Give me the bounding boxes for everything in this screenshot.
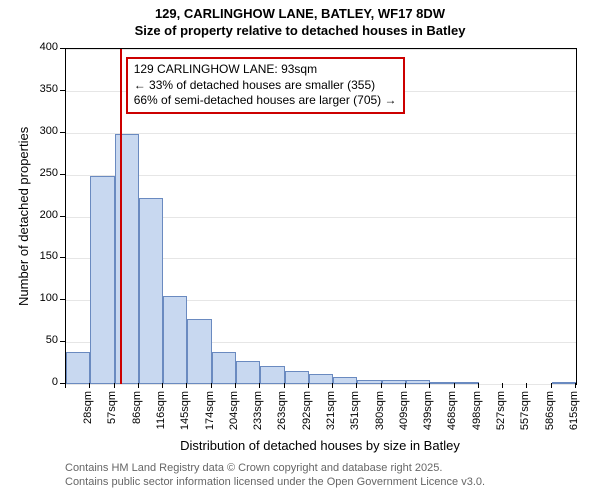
histogram-bar (187, 319, 211, 384)
x-tick-label: 351sqm (349, 391, 361, 436)
y-tick-label: 0 (30, 376, 58, 388)
x-tick-label: 57sqm (106, 391, 118, 436)
y-tick-mark (60, 174, 65, 175)
annotation-line1: 129 CARLINGHOW LANE: 93sqm (134, 62, 397, 78)
x-axis-label: Distribution of detached houses by size … (65, 438, 575, 453)
footer: Contains HM Land Registry data © Crown c… (65, 461, 485, 490)
chart-container: 129, CARLINGHOW LANE, BATLEY, WF17 8DW S… (0, 0, 600, 500)
plot-area: 129 CARLINGHOW LANE: 93sqm ← 33% of deta… (65, 48, 577, 385)
x-tick-label: 615sqm (568, 391, 580, 436)
x-tick-label: 586sqm (544, 391, 556, 436)
x-tick-mark (478, 383, 479, 388)
x-tick-label: 380sqm (374, 391, 386, 436)
annotation-box: 129 CARLINGHOW LANE: 93sqm ← 33% of deta… (126, 57, 405, 114)
y-tick-label: 400 (30, 41, 58, 53)
x-tick-mark (502, 383, 503, 388)
x-tick-mark (356, 383, 357, 388)
title-line1: 129, CARLINGHOW LANE, BATLEY, WF17 8DW (0, 6, 600, 23)
y-tick-mark (60, 132, 65, 133)
x-tick-mark (138, 383, 139, 388)
chart-title: 129, CARLINGHOW LANE, BATLEY, WF17 8DW S… (0, 0, 600, 40)
x-tick-label: 145sqm (179, 391, 191, 436)
y-tick-label: 300 (30, 125, 58, 137)
x-tick-mark (114, 383, 115, 388)
x-tick-mark (211, 383, 212, 388)
x-tick-mark (308, 383, 309, 388)
y-tick-label: 100 (30, 292, 58, 304)
histogram-bar (309, 374, 333, 384)
y-tick-label: 350 (30, 83, 58, 95)
y-tick-mark (60, 90, 65, 91)
x-tick-label: 557sqm (519, 391, 531, 436)
y-tick-label: 250 (30, 167, 58, 179)
histogram-bar (333, 377, 357, 384)
x-tick-mark (162, 383, 163, 388)
x-tick-label: 263sqm (276, 391, 288, 436)
x-tick-label: 409sqm (398, 391, 410, 436)
histogram-bar (260, 366, 284, 384)
y-tick-mark (60, 216, 65, 217)
histogram-bar (236, 361, 260, 384)
x-tick-mark (381, 383, 382, 388)
x-tick-label: 439sqm (422, 391, 434, 436)
x-tick-mark (575, 383, 576, 388)
y-tick-label: 200 (30, 209, 58, 221)
x-tick-label: 233sqm (252, 391, 264, 436)
x-tick-label: 468sqm (446, 391, 458, 436)
title-line2: Size of property relative to detached ho… (0, 23, 600, 40)
gridline (66, 175, 576, 176)
x-tick-label: 116sqm (155, 391, 167, 436)
x-tick-mark (284, 383, 285, 388)
histogram-bar (430, 382, 454, 385)
y-tick-label: 150 (30, 250, 58, 262)
annotation-line3: 66% of semi-detached houses are larger (… (134, 93, 397, 109)
y-tick-mark (60, 299, 65, 300)
y-axis-label: Number of detached properties (16, 126, 31, 305)
x-tick-mark (454, 383, 455, 388)
x-tick-label: 292sqm (301, 391, 313, 436)
x-tick-label: 321sqm (325, 391, 337, 436)
histogram-bar (66, 352, 90, 384)
x-tick-mark (429, 383, 430, 388)
x-tick-mark (526, 383, 527, 388)
x-tick-label: 527sqm (495, 391, 507, 436)
histogram-bar (357, 380, 381, 384)
histogram-bar (285, 371, 309, 384)
gridline (66, 49, 576, 50)
x-tick-mark (259, 383, 260, 388)
annotation-line2: ← 33% of detached houses are smaller (35… (134, 78, 397, 94)
property-marker-line (120, 49, 122, 384)
histogram-bar (115, 134, 139, 384)
x-tick-label: 204sqm (228, 391, 240, 436)
x-tick-label: 28sqm (82, 391, 94, 436)
histogram-bar (552, 382, 576, 384)
y-tick-mark (60, 257, 65, 258)
x-tick-mark (65, 383, 66, 388)
footer-line2: Contains public sector information licen… (65, 475, 485, 489)
histogram-bar (90, 176, 114, 384)
gridline (66, 384, 576, 385)
footer-line1: Contains HM Land Registry data © Crown c… (65, 461, 485, 475)
gridline (66, 133, 576, 134)
histogram-bar (406, 380, 430, 384)
x-tick-mark (89, 383, 90, 388)
y-tick-mark (60, 341, 65, 342)
histogram-bar (163, 296, 187, 384)
y-tick-mark (60, 48, 65, 49)
x-tick-mark (235, 383, 236, 388)
x-tick-label: 498sqm (471, 391, 483, 436)
y-tick-label: 50 (30, 334, 58, 346)
x-tick-mark (332, 383, 333, 388)
x-tick-label: 86sqm (131, 391, 143, 436)
x-tick-mark (405, 383, 406, 388)
histogram-bar (382, 380, 406, 384)
histogram-bar (139, 198, 163, 384)
x-tick-mark (186, 383, 187, 388)
x-tick-label: 174sqm (204, 391, 216, 436)
histogram-bar (455, 382, 479, 384)
histogram-bar (212, 352, 236, 384)
x-tick-mark (551, 383, 552, 388)
